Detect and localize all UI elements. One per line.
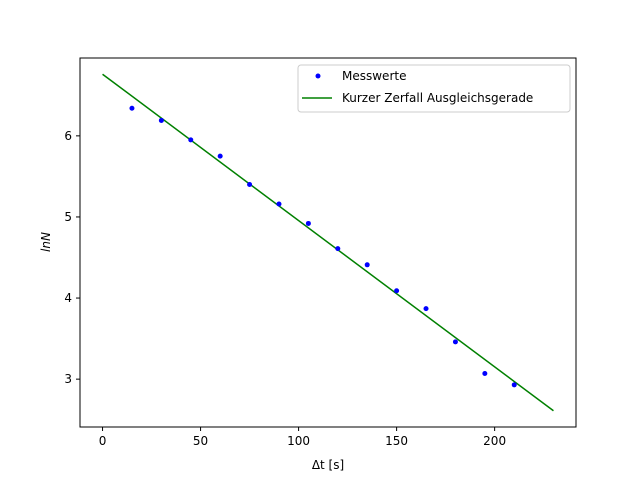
y-axis-label: lnN <box>39 232 53 252</box>
data-point <box>394 288 400 294</box>
y-tick-label: 5 <box>64 210 72 224</box>
data-point <box>188 137 194 143</box>
data-point <box>158 117 164 123</box>
fit-line <box>102 73 554 412</box>
data-point <box>217 153 223 159</box>
data-point <box>305 220 311 226</box>
data-point <box>276 201 282 207</box>
y-tick-label: 6 <box>64 129 72 143</box>
x-axis-label: Δt [s] <box>312 458 344 472</box>
y-tick-label: 4 <box>64 291 72 305</box>
x-tick-label: 0 <box>99 434 107 448</box>
legend-box <box>297 64 571 113</box>
data-point <box>423 306 429 312</box>
data-point <box>247 182 253 188</box>
data-point <box>129 105 135 111</box>
data-point <box>364 262 370 268</box>
y-tick-label: 3 <box>64 372 72 386</box>
x-tick-label: 150 <box>385 434 408 448</box>
data-point <box>482 370 488 376</box>
data-point <box>511 382 517 388</box>
marks-layer <box>102 73 554 412</box>
legend-label-ausgleichsgerade: Kurzer Zerfall Ausgleichsgerade <box>342 91 533 105</box>
ticks-layer: 0 50 100 150 200 3 4 5 6 <box>64 129 506 448</box>
data-point <box>335 246 341 252</box>
legend-marker-messwerte <box>315 73 321 79</box>
axes-frame <box>79 57 577 428</box>
x-tick-label: 200 <box>483 434 506 448</box>
x-tick-label: 100 <box>287 434 310 448</box>
legend-label-messwerte: Messwerte <box>342 69 406 83</box>
x-tick-label: 50 <box>193 434 208 448</box>
data-point <box>452 339 458 345</box>
legend: Messwerte Kurzer Zerfall Ausgleichsgerad… <box>297 64 571 113</box>
